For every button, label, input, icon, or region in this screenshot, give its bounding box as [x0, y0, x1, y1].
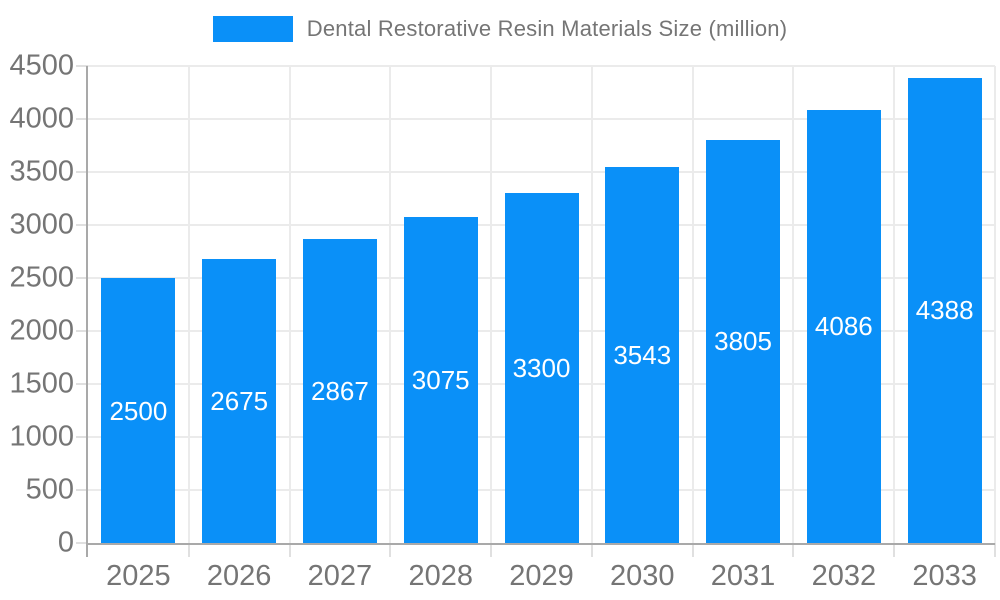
x-axis-tick	[893, 543, 896, 557]
gridline-vertical	[590, 66, 593, 543]
y-axis-label: 2000	[9, 314, 74, 347]
x-axis-label: 2031	[710, 560, 776, 592]
bar-value-label: 2500	[109, 395, 168, 426]
x-axis-tick	[288, 543, 291, 557]
y-axis-tick	[76, 330, 88, 332]
gridline-vertical	[187, 66, 190, 543]
gridline-horizontal	[88, 118, 995, 120]
y-axis-label: 1500	[9, 367, 74, 400]
legend-label: Dental Restorative Resin Materials Size …	[306, 16, 788, 41]
gridline-vertical	[994, 66, 996, 543]
x-axis-tick	[691, 543, 694, 557]
gridline-vertical	[389, 66, 392, 543]
bar-2030[interactable]: 3543	[605, 167, 680, 543]
x-axis-label: 2032	[811, 560, 877, 592]
x-axis-label: 2028	[408, 560, 473, 592]
bar-2032[interactable]: 4086	[806, 109, 881, 543]
y-axis-label: 3000	[9, 208, 74, 241]
y-axis-label: 4500	[9, 49, 74, 82]
bar-value-label: 3805	[714, 326, 772, 357]
y-axis-tick	[76, 542, 88, 544]
x-axis-tick	[994, 543, 996, 557]
legend-swatch	[212, 16, 293, 42]
x-axis-tick	[490, 543, 493, 557]
y-axis-label: 2500	[9, 261, 74, 294]
bar-2027[interactable]: 2867	[302, 239, 377, 543]
y-axis-label: 1000	[9, 420, 74, 453]
bar-value-label: 2675	[210, 386, 269, 417]
y-axis-tick	[76, 489, 88, 491]
gridline-vertical	[691, 66, 694, 543]
x-axis-label: 2026	[206, 560, 272, 592]
y-axis-tick	[76, 436, 88, 438]
y-axis-tick	[76, 171, 88, 173]
y-axis-label: 0	[57, 526, 74, 559]
bar-value-label: 3075	[411, 365, 470, 396]
y-axis-tick	[76, 118, 88, 120]
plot-area: 0 500 1000 1500 2000 2500 3000 3500 4000 4500 2500…	[9, 51, 996, 591]
bar-2028[interactable]: 3075	[403, 217, 478, 543]
gridline-vertical	[893, 66, 896, 543]
y-axis-tick	[76, 224, 88, 226]
y-axis-tick	[76, 65, 88, 67]
bar-value-label: 2867	[311, 376, 369, 407]
gridline-vertical	[792, 66, 795, 543]
gridline-horizontal	[88, 65, 995, 67]
x-axis-tick	[389, 543, 392, 557]
x-axis-label: 2027	[307, 560, 373, 592]
bar-value-label: 3543	[613, 340, 672, 371]
bar-2026[interactable]: 2675	[202, 259, 277, 543]
bar-value-label: 3300	[512, 353, 571, 384]
x-axis-label: 2030	[610, 560, 675, 592]
x-axis-label: 2033	[912, 560, 977, 592]
x-axis	[86, 543, 995, 545]
y-axis-label: 4000	[9, 102, 74, 135]
bar-2029[interactable]: 3300	[504, 193, 579, 543]
x-axis-label: 2025	[106, 560, 171, 592]
bar-2025[interactable]: 2500	[101, 278, 176, 543]
gridline-horizontal	[88, 171, 995, 173]
x-axis-tick	[187, 543, 190, 557]
y-axis-tick	[76, 383, 88, 385]
bar-2031[interactable]: 3805	[706, 139, 781, 543]
bar-2033[interactable]: 4388	[907, 77, 982, 543]
y-axis-tick	[76, 277, 88, 279]
y-axis-label: 3500	[9, 155, 74, 188]
x-axis-tick	[590, 543, 593, 557]
y-axis	[86, 66, 88, 557]
bar-value-label: 4086	[814, 311, 873, 342]
y-axis-label: 500	[25, 473, 74, 506]
bar-value-label: 4388	[915, 295, 974, 326]
chart-legend[interactable]: Dental Restorative Resin Materials Size …	[0, 16, 1000, 42]
gridline-vertical	[490, 66, 493, 543]
gridline-vertical	[288, 66, 291, 543]
x-axis-label: 2029	[509, 560, 574, 592]
x-axis-tick	[792, 543, 795, 557]
